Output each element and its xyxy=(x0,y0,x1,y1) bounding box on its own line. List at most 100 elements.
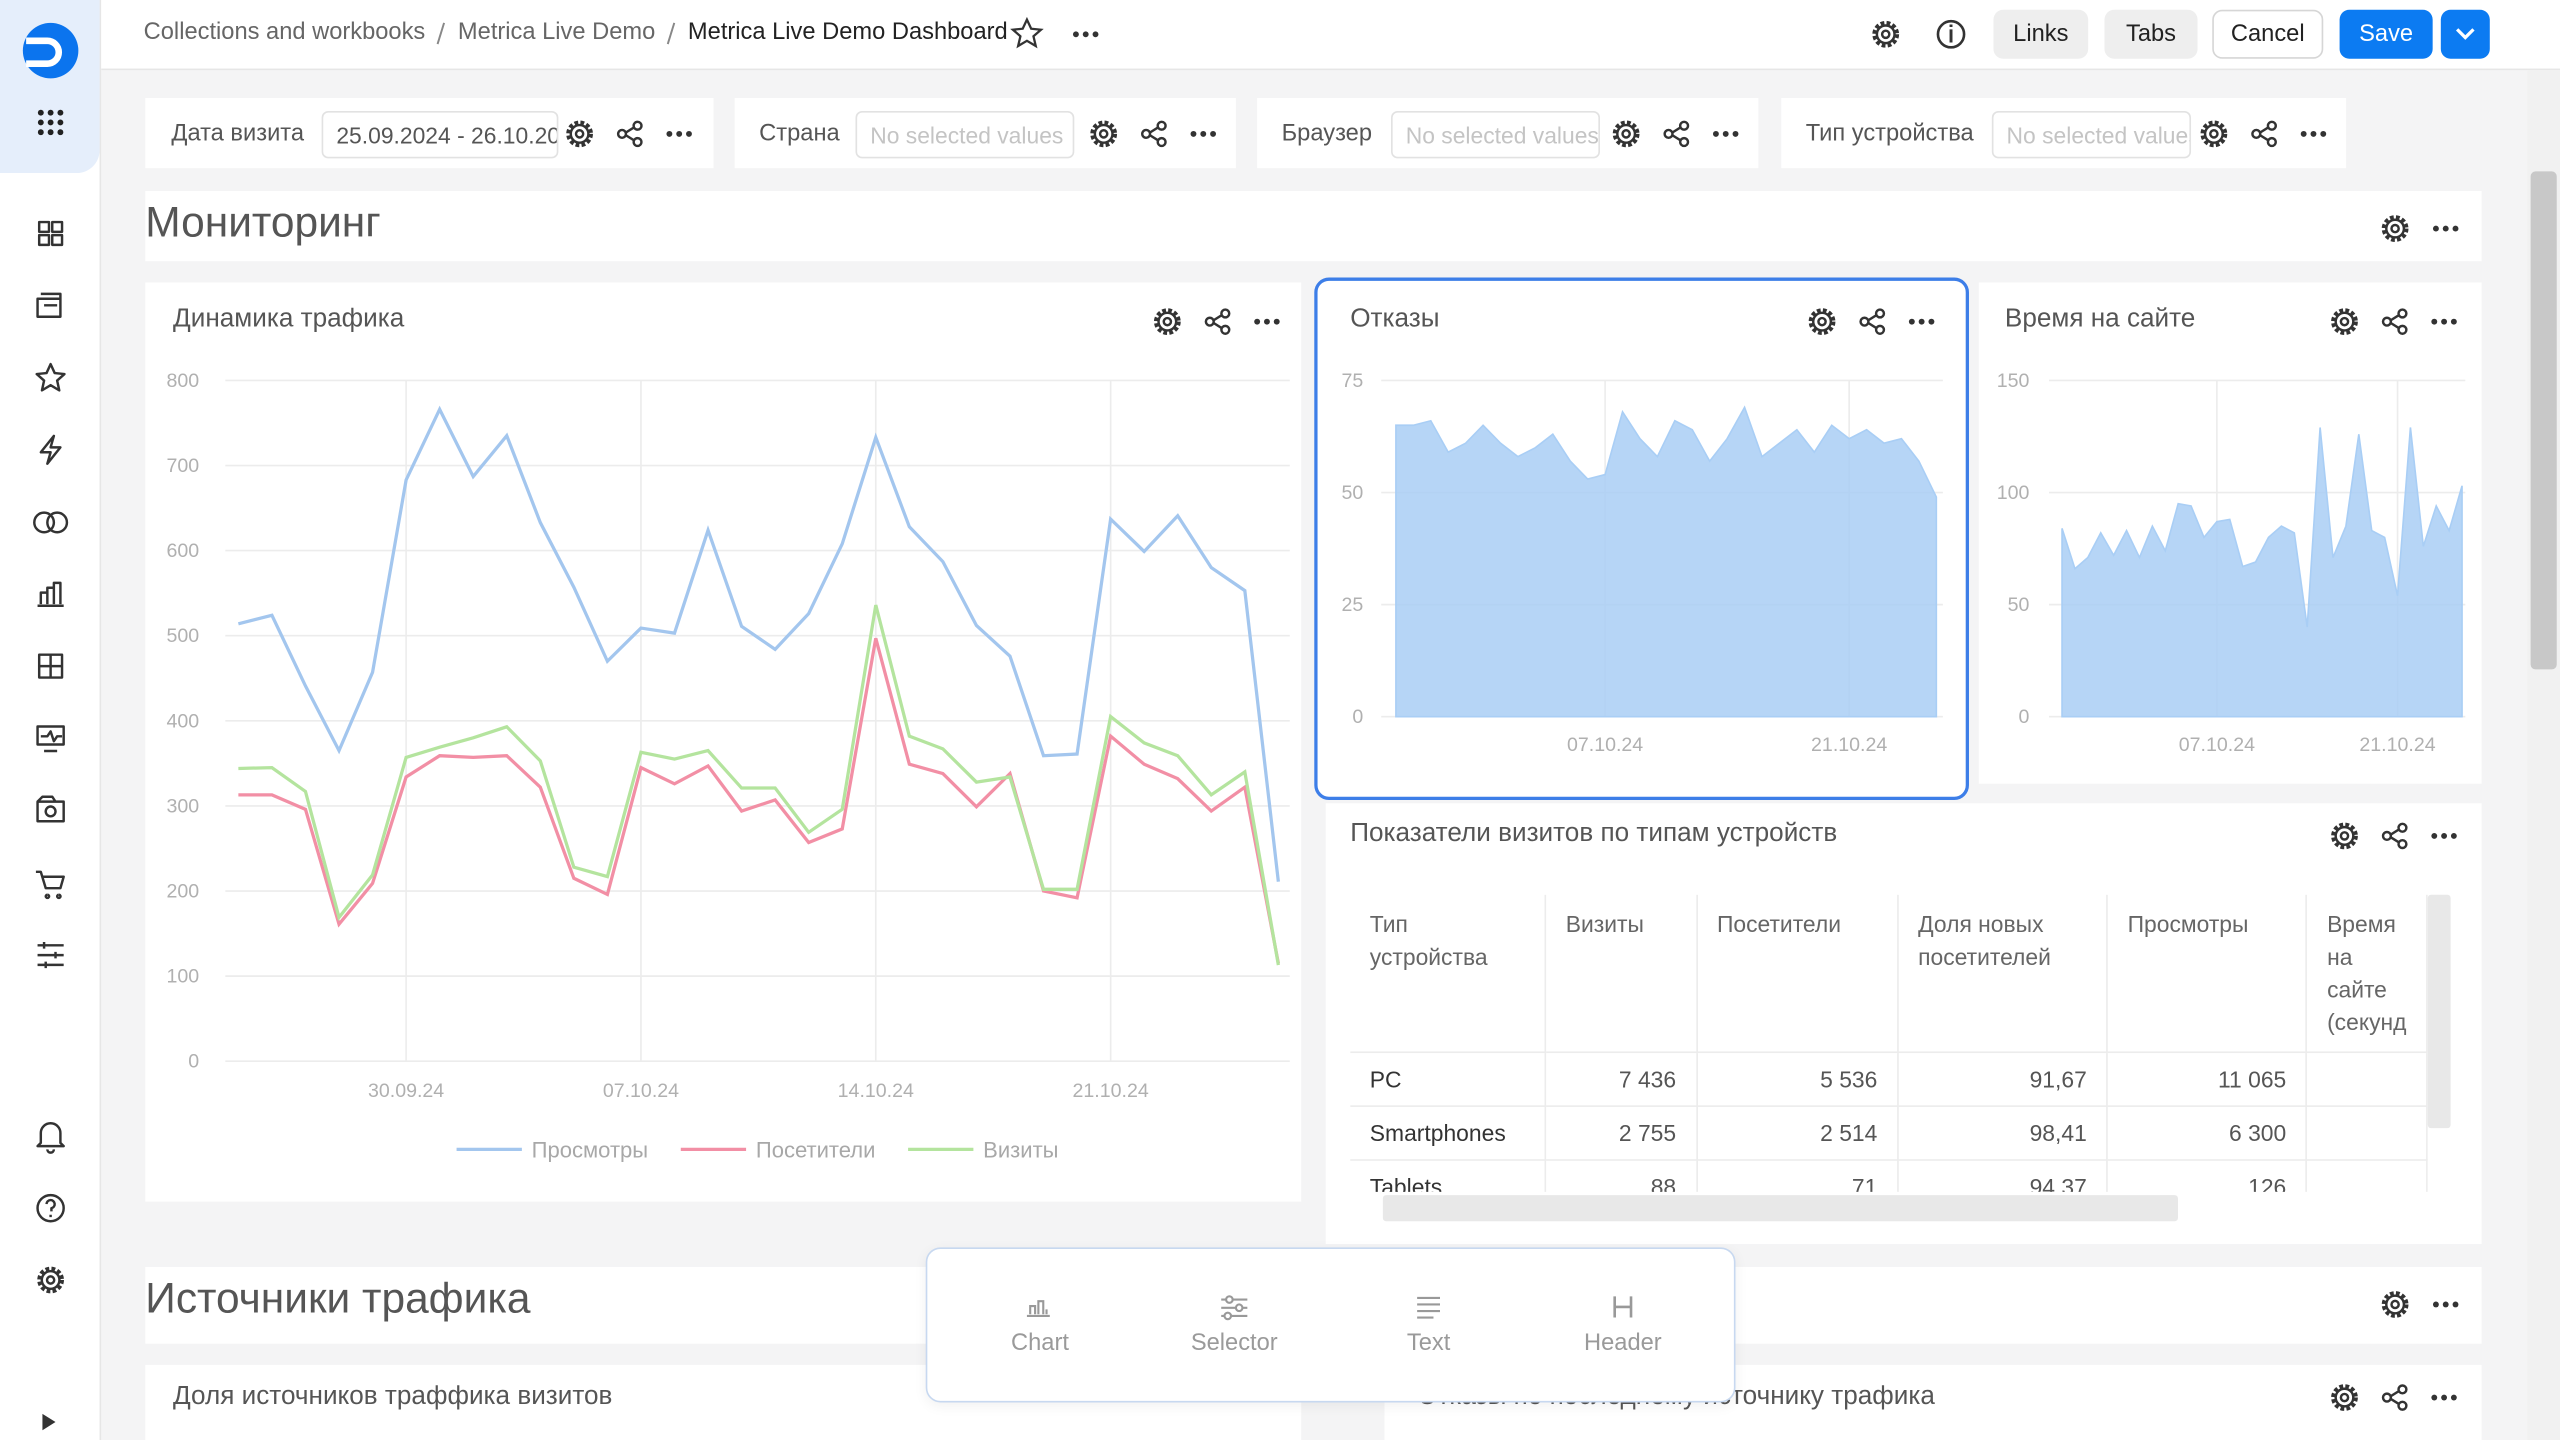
share-icon[interactable] xyxy=(2383,824,2406,848)
logo xyxy=(23,23,79,79)
share-node xyxy=(2252,130,2260,138)
share-icon[interactable] xyxy=(1665,122,1688,146)
share-node xyxy=(1221,326,1229,334)
nav-icon[interactable] xyxy=(37,364,65,390)
dot xyxy=(2441,319,2447,325)
settings-icon[interactable] xyxy=(2384,1293,2407,1316)
dot xyxy=(1254,319,1260,325)
star-icon[interactable] xyxy=(1013,20,1041,46)
more-icon[interactable] xyxy=(2433,1302,2458,1308)
settings-icon[interactable] xyxy=(2333,310,2356,333)
area xyxy=(2062,427,2462,716)
share-node xyxy=(634,138,642,146)
legend-label[interactable]: Просмотры xyxy=(532,1138,648,1163)
share-icon[interactable] xyxy=(1206,310,1229,334)
settings-icon[interactable] xyxy=(2333,1386,2356,1409)
nav-icon[interactable] xyxy=(36,872,64,898)
settings-icon[interactable] xyxy=(1156,310,1179,333)
more-icon[interactable] xyxy=(2301,131,2326,137)
share-node xyxy=(2399,1385,2407,1393)
share-node xyxy=(2399,840,2407,848)
more-icon[interactable] xyxy=(1909,319,1934,325)
dot xyxy=(666,131,672,137)
share-icon[interactable] xyxy=(1861,310,1884,334)
more-icon[interactable] xyxy=(2431,319,2456,325)
apps-dot xyxy=(38,110,44,116)
settings-icon[interactable] xyxy=(1874,23,1897,46)
nav-icon[interactable] xyxy=(39,655,62,678)
legend-label[interactable]: Визиты xyxy=(983,1138,1058,1163)
dot xyxy=(2320,131,2326,137)
x-tick-label: 07.10.24 xyxy=(603,1080,679,1102)
more-icon[interactable] xyxy=(2433,226,2458,232)
share-node xyxy=(2399,824,2407,832)
gear-ring xyxy=(2386,220,2404,238)
settings-icon[interactable] xyxy=(39,1269,62,1292)
nav-icon[interactable] xyxy=(38,583,64,606)
dot xyxy=(1909,319,1915,325)
chart-icon xyxy=(1027,1301,1050,1316)
y-tick-label: 0 xyxy=(188,1051,199,1073)
more-icon[interactable] xyxy=(1713,131,1738,137)
y-tick-label: 800 xyxy=(167,370,200,392)
selector-knob xyxy=(1236,1304,1243,1311)
share-node xyxy=(1221,310,1229,318)
more-icon[interactable] xyxy=(2431,1395,2456,1401)
gear-hub xyxy=(2341,1394,2348,1401)
nav-icon[interactable] xyxy=(41,436,61,464)
share-node xyxy=(1876,310,1884,318)
y-tick-label: 25 xyxy=(1341,594,1363,616)
settings-icon[interactable] xyxy=(1811,310,1834,333)
more-icon[interactable] xyxy=(1191,131,1216,137)
dot xyxy=(2431,1395,2437,1401)
gear-hub xyxy=(1818,318,1825,325)
share-icon[interactable] xyxy=(1142,122,1165,146)
nav-icon[interactable] xyxy=(38,294,61,317)
y-tick-label: 100 xyxy=(167,966,200,988)
dot xyxy=(2431,833,2437,839)
more-icon[interactable] xyxy=(1254,319,1279,325)
nav-icon[interactable] xyxy=(38,797,64,821)
settings-icon[interactable] xyxy=(1092,122,1115,145)
nav-icon[interactable] xyxy=(38,1123,64,1152)
collapse-icon[interactable] xyxy=(42,1414,55,1430)
share-node xyxy=(2399,326,2407,334)
nav-icon[interactable] xyxy=(38,1195,64,1221)
settings-icon[interactable] xyxy=(2384,217,2407,240)
y-tick-label: 600 xyxy=(167,540,200,562)
y-tick-label: 100 xyxy=(1997,482,2030,504)
gear-ring xyxy=(2336,1389,2354,1407)
nav-icon[interactable] xyxy=(38,942,64,968)
share-icon[interactable] xyxy=(618,122,641,146)
legend: Просмотры Посетители Визиты xyxy=(457,1138,1059,1163)
share-icon[interactable] xyxy=(2383,1385,2406,1409)
more-icon[interactable] xyxy=(2431,833,2456,839)
nav-icon[interactable] xyxy=(34,513,67,533)
legend-label[interactable]: Посетители xyxy=(756,1138,876,1163)
x-tick-label: 07.10.24 xyxy=(1567,734,1643,756)
share-node xyxy=(1142,130,1150,138)
more-icon[interactable] xyxy=(1073,31,1098,37)
share-icon[interactable] xyxy=(2383,310,2406,334)
dot xyxy=(2301,131,2307,137)
dot xyxy=(2451,833,2457,839)
dot xyxy=(1083,31,1089,37)
settings-icon[interactable] xyxy=(1615,122,1638,145)
apps-dot xyxy=(38,129,44,135)
settings-icon[interactable] xyxy=(2202,122,2225,145)
dot xyxy=(2443,226,2449,232)
dot xyxy=(1093,31,1099,37)
share-node xyxy=(1861,318,1869,326)
more-icon[interactable] xyxy=(666,131,691,137)
selector-knob xyxy=(1226,1296,1233,1303)
gear-ring xyxy=(1877,25,1895,43)
text-icon xyxy=(1417,1298,1440,1318)
settings-icon[interactable] xyxy=(2333,824,2356,847)
nav-icon[interactable] xyxy=(38,727,64,751)
settings-icon[interactable] xyxy=(568,122,591,145)
nav-icon[interactable] xyxy=(39,222,62,245)
gear-ring xyxy=(2336,827,2354,845)
selector-knob xyxy=(1224,1313,1231,1320)
share-icon[interactable] xyxy=(2252,122,2275,146)
